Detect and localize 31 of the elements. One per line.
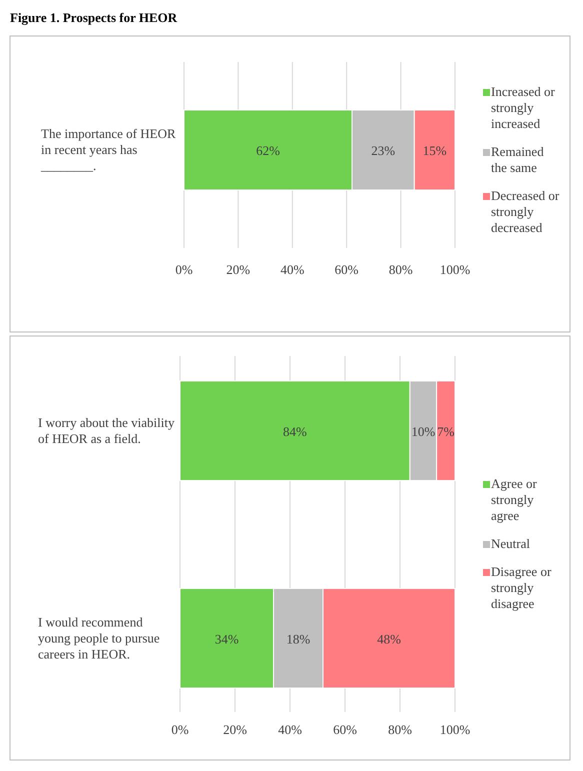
y-tick-label: I worry about the viability of HEOR as a field. <box>38 414 175 446</box>
x-tick-label: 60% <box>333 722 358 737</box>
x-tick-label: 0% <box>175 262 193 277</box>
x-tick-label: 40% <box>280 262 304 277</box>
x-tick-label: 100% <box>440 722 470 737</box>
data-label: 48% <box>377 631 402 646</box>
legend-label: Agree or strongly agree <box>491 476 538 523</box>
x-tick-label: 20% <box>223 722 248 737</box>
legend-label: Decreased or strongly decreased <box>491 188 560 235</box>
data-label: 34% <box>214 631 239 646</box>
data-label: 15% <box>422 143 447 158</box>
data-label: 10% <box>411 424 436 439</box>
x-tick-label: 20% <box>226 262 250 277</box>
x-tick-label: 0% <box>171 722 189 737</box>
y-tick-label: I would recommend young people to pursue careers in HEOR. <box>38 614 160 662</box>
data-label: 23% <box>371 143 396 158</box>
data-label: 18% <box>286 631 310 646</box>
data-label: 62% <box>256 143 280 158</box>
legend-label: Increased or strongly increased <box>491 84 556 131</box>
x-tick-label: 40% <box>278 722 302 737</box>
legend-label: Remained the same <box>491 144 544 175</box>
x-tick-label: 60% <box>334 262 359 277</box>
data-label: 84% <box>283 424 308 439</box>
legend-label: Disagree or strongly disagree <box>491 564 552 611</box>
y-tick-label: The importance of HEOR in recent years has ________. <box>40 126 176 173</box>
x-tick-label: 80% <box>388 262 413 277</box>
chart-title: Figure 1. Prospects for HEOR <box>10 10 178 25</box>
legend-label: Neutral <box>491 536 530 551</box>
data-label: 7% <box>437 424 455 439</box>
x-tick-label: 100% <box>440 262 470 277</box>
x-tick-label: 80% <box>388 722 412 737</box>
